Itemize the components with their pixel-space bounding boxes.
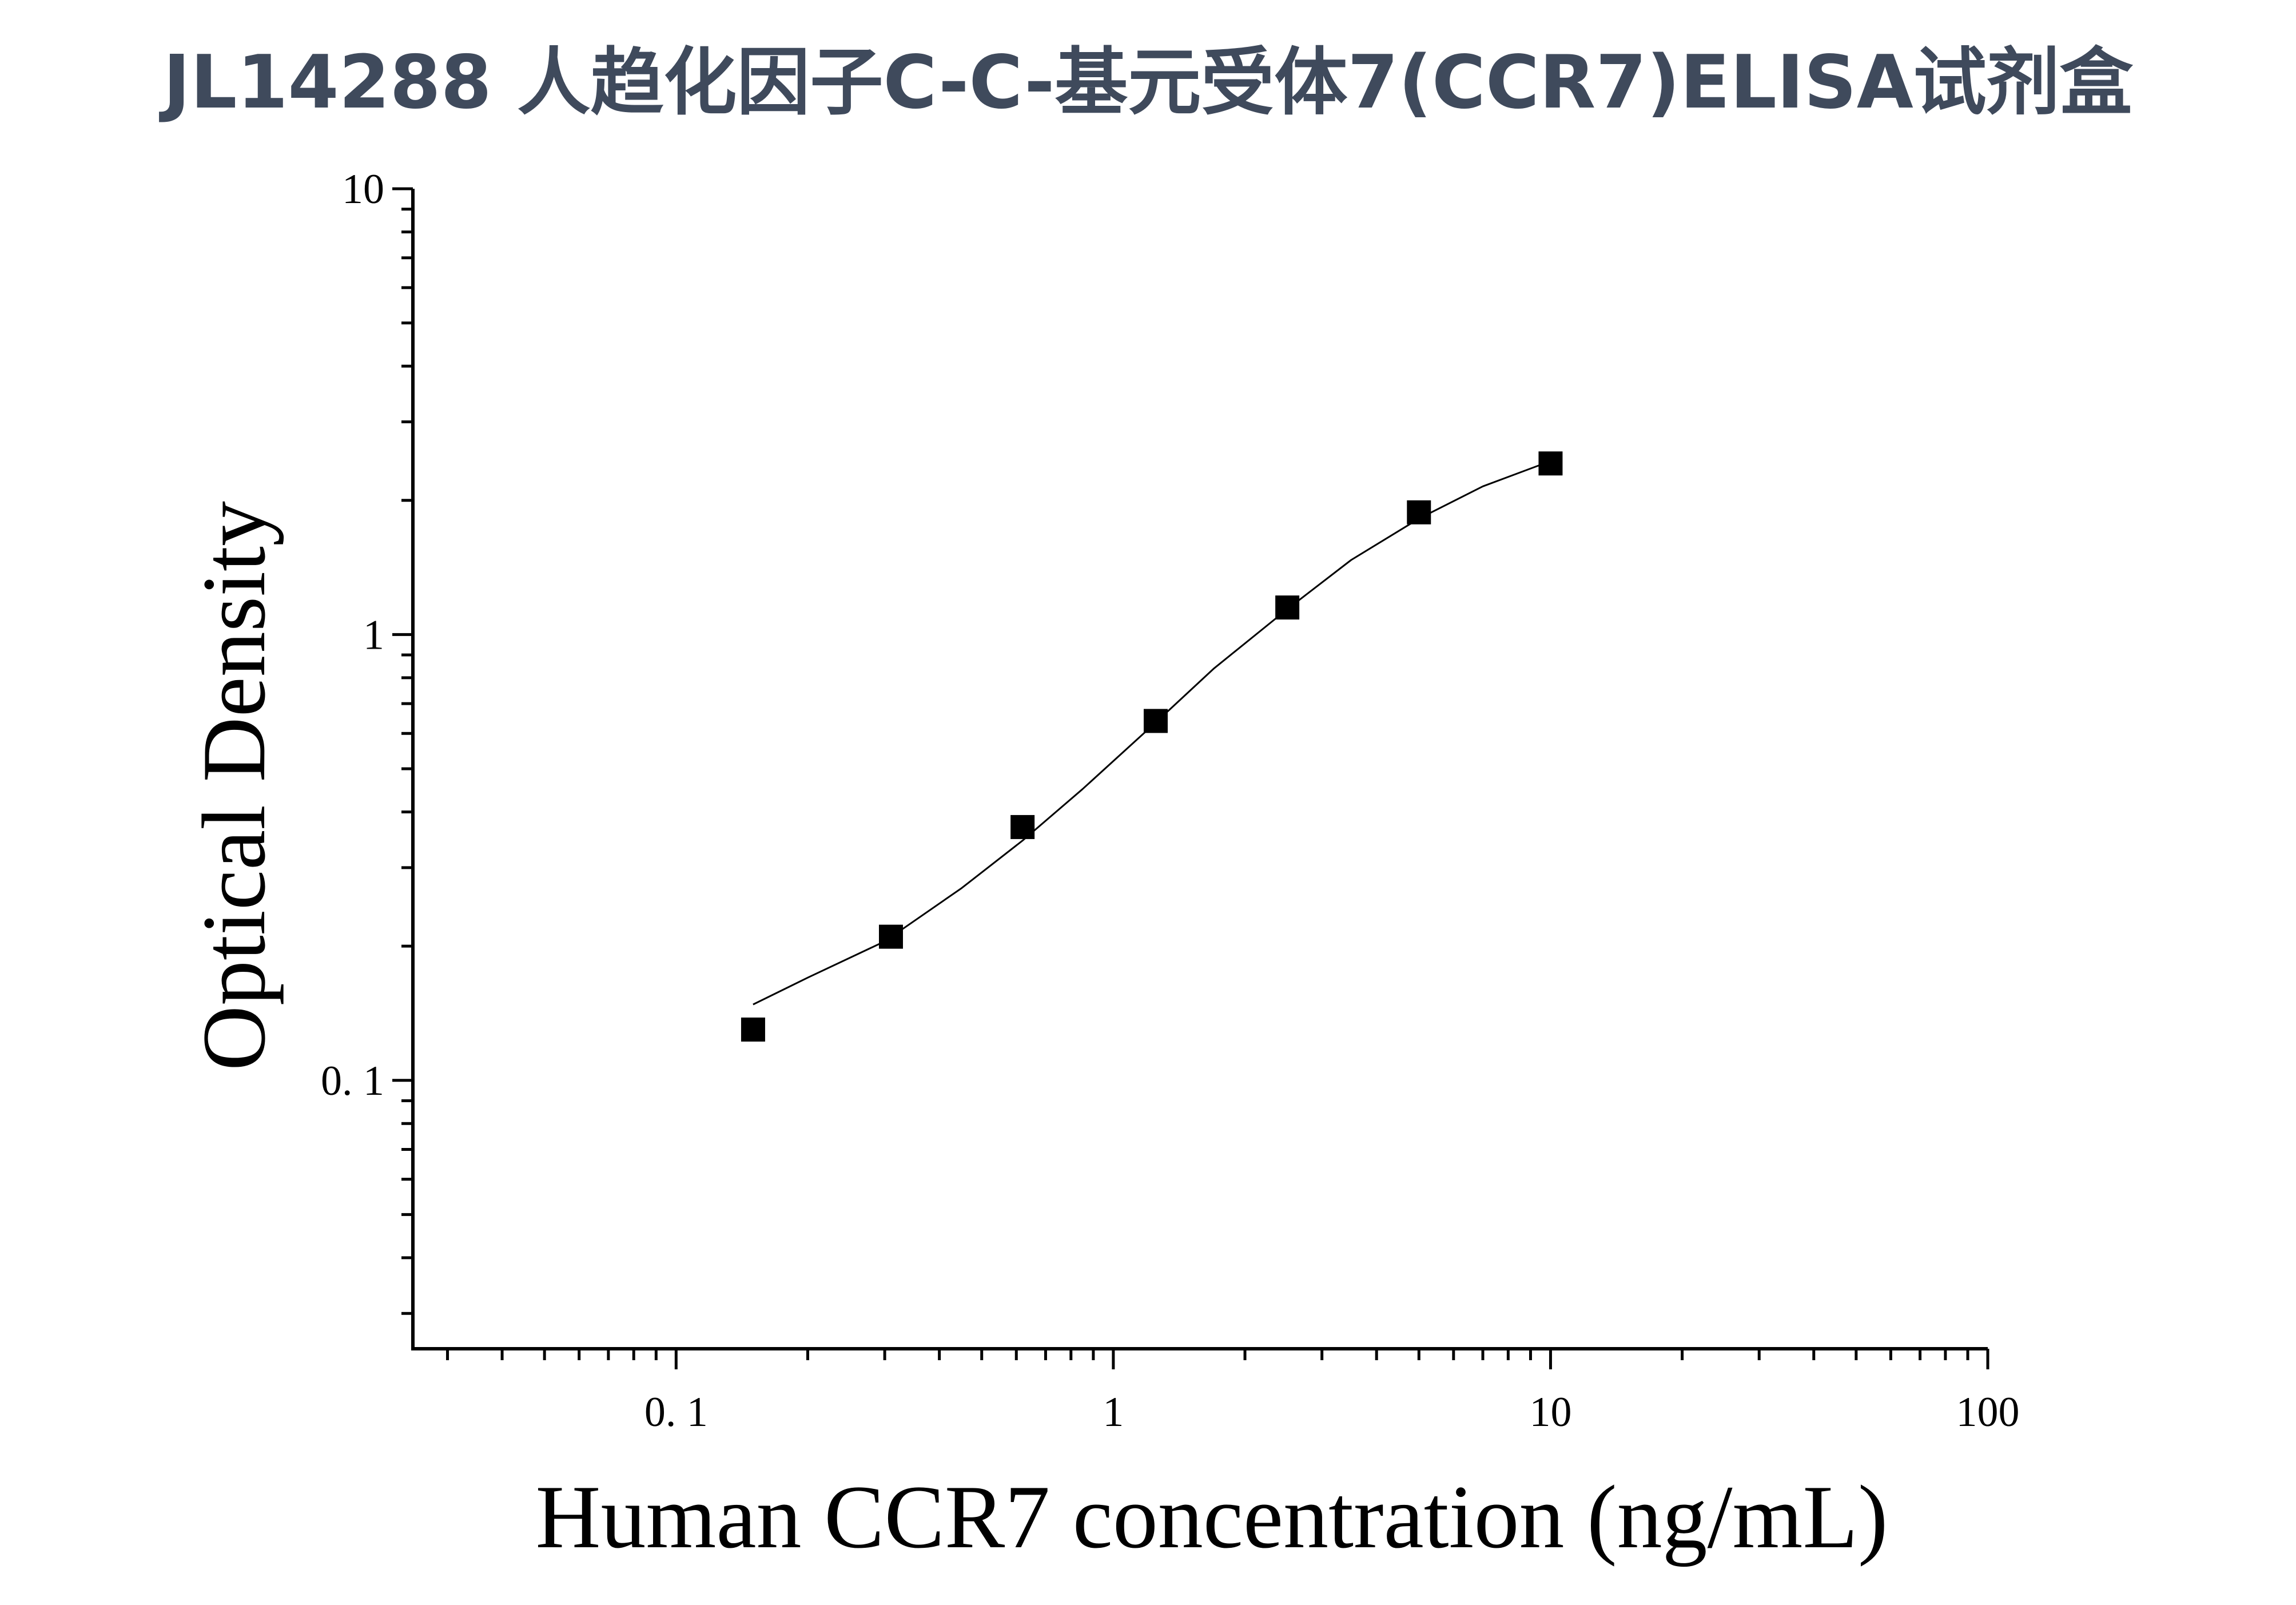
data-point (878, 924, 903, 949)
data-point (741, 1017, 765, 1042)
tick-labels: 0. 1 1 10 100 0. 1 1 10 (321, 166, 2020, 1436)
data-point (1538, 451, 1563, 476)
data-points-layer (741, 451, 1563, 1042)
data-point (1275, 595, 1300, 620)
x-tick-label: 1 (1103, 1389, 1124, 1436)
x-tick-label: 100 (1956, 1389, 2020, 1436)
y-tick-label: 10 (342, 166, 384, 213)
x-tick-label: 10 (1529, 1389, 1571, 1436)
x-tick-label: 0. 1 (644, 1389, 708, 1436)
chart-title: JL14288 人趋化因子C-C-基元受体7(CCR7)ELISA试剂盒 (163, 40, 2133, 125)
y-tick-label: 0. 1 (321, 1058, 384, 1105)
y-tick-label: 1 (363, 611, 384, 658)
data-point (1407, 500, 1431, 525)
axes (411, 189, 1988, 1350)
ticks (392, 187, 1989, 1369)
y-axis-title: Optical Density (184, 501, 284, 1071)
data-point (1143, 709, 1168, 733)
data-point (1010, 815, 1035, 839)
x-axis-title: Human CCR7 concentration (ng/mL) (535, 1467, 1888, 1567)
